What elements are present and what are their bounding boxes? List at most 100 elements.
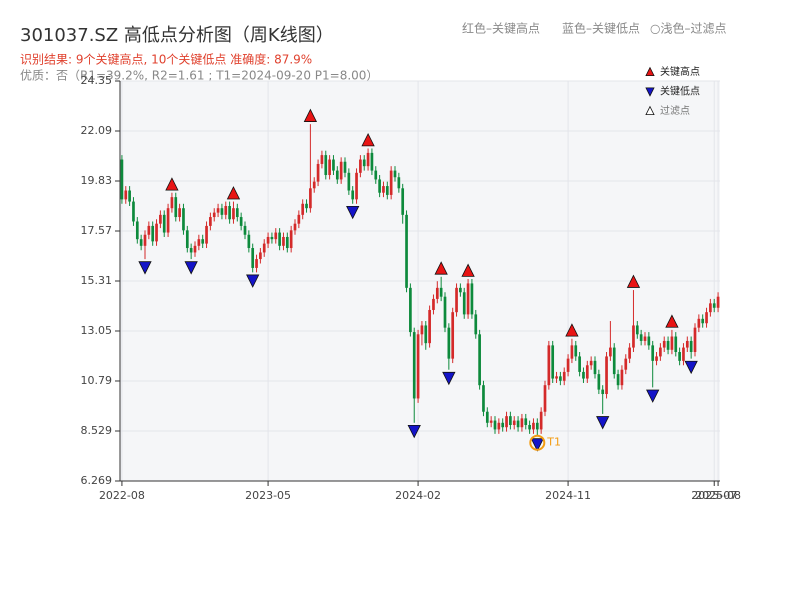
candle-body	[647, 336, 651, 346]
candle-body	[120, 159, 124, 200]
candle-body	[424, 325, 428, 344]
candle-body	[343, 161, 347, 173]
candle-body	[655, 356, 658, 361]
candle-body	[547, 345, 551, 386]
candle-body	[270, 236, 274, 240]
candle-body	[162, 214, 166, 233]
candle-body	[235, 208, 239, 218]
x-tick-label: 2025-08	[695, 489, 741, 502]
key-point-marker	[138, 261, 152, 275]
key-point-marker	[665, 314, 679, 328]
legend-label: 关键低点	[660, 85, 700, 98]
candle-body	[566, 358, 570, 372]
candle-body	[297, 214, 301, 224]
chart-title: 301037.SZ 高低点分析图（周K线图）	[20, 25, 334, 46]
candle-body	[374, 170, 378, 180]
candle-body	[543, 385, 547, 412]
x-tick-label: 2022-08	[99, 489, 145, 502]
candle-body	[335, 170, 339, 180]
key-point-marker	[434, 261, 448, 275]
legend-label: 过滤点	[660, 104, 690, 117]
candle-body	[574, 345, 578, 357]
candle-body	[516, 420, 520, 428]
candle-body	[139, 239, 143, 246]
key-point-marker	[684, 360, 698, 375]
key-point-marker	[461, 263, 475, 277]
candle-body	[697, 318, 701, 328]
candle-body	[709, 303, 712, 313]
candle-body	[651, 345, 655, 361]
candle-body	[393, 170, 397, 178]
candle-body	[366, 152, 370, 167]
candle-body	[628, 347, 631, 359]
candle-body	[439, 287, 443, 297]
candle-body	[489, 420, 493, 423]
candle-body	[282, 236, 285, 246]
candle-body	[135, 221, 139, 240]
candle-body	[609, 347, 612, 357]
header-legend: 蓝色–关键低点	[562, 22, 640, 36]
candle-body	[289, 230, 293, 249]
key-point-marker	[646, 389, 660, 403]
candle-body	[528, 425, 531, 430]
candle-body	[705, 312, 708, 324]
candle-body	[443, 296, 447, 328]
candle-body	[228, 205, 231, 220]
candle-body	[305, 203, 308, 209]
candle-body	[666, 340, 670, 350]
candle-body	[312, 181, 316, 189]
candle-body	[701, 318, 705, 324]
candle-body	[682, 347, 685, 361]
candle-body	[674, 336, 678, 353]
candle-body	[151, 225, 155, 242]
candle-body	[216, 208, 220, 213]
candle-body	[689, 340, 693, 353]
key-point-marker	[246, 274, 260, 288]
candle-body	[359, 159, 362, 173]
x-tick-label: 2023-05	[245, 489, 291, 502]
candle-body	[524, 418, 528, 426]
candle-body	[143, 234, 147, 246]
candle-body	[232, 208, 235, 220]
candle-body	[678, 352, 681, 361]
candle-body	[355, 172, 358, 200]
candle-body	[201, 239, 205, 244]
candle-body	[197, 239, 201, 246]
candle-body	[509, 416, 512, 426]
candle-body	[639, 334, 643, 341]
candle-body	[301, 203, 305, 215]
candle-body	[293, 223, 297, 231]
candle-body	[474, 314, 478, 335]
key-point-marker	[184, 261, 198, 275]
candle-body	[124, 190, 128, 200]
candle-body	[716, 296, 720, 308]
y-tick-label: 24.35	[81, 74, 113, 87]
y-tick-label: 8.529	[81, 424, 113, 437]
candle-body	[382, 186, 385, 193]
candle-body	[605, 356, 608, 395]
candle-body	[451, 312, 455, 359]
candle-body	[455, 287, 458, 313]
candle-body	[659, 347, 662, 357]
candle-body	[378, 179, 381, 193]
header-legend: 红色–关键高点	[462, 21, 540, 36]
candle-body	[482, 385, 485, 412]
candle-body	[128, 190, 131, 202]
key-point-marker	[303, 108, 318, 122]
annotation-circle	[529, 434, 546, 451]
legend-marker	[645, 87, 655, 97]
candle-body	[428, 309, 431, 344]
y-tick-label: 17.57	[81, 224, 113, 237]
key-point-marker	[361, 132, 375, 147]
key-point-marker	[226, 186, 241, 200]
candle-body	[259, 252, 262, 260]
candle-body	[570, 345, 574, 359]
candle-body	[485, 411, 489, 423]
candle-body	[209, 217, 212, 226]
candle-body	[316, 163, 320, 182]
candle-body	[189, 248, 193, 253]
candle-body	[339, 161, 343, 180]
candle-body	[559, 376, 562, 381]
key-point-marker	[407, 424, 421, 439]
candle-body	[693, 327, 697, 353]
